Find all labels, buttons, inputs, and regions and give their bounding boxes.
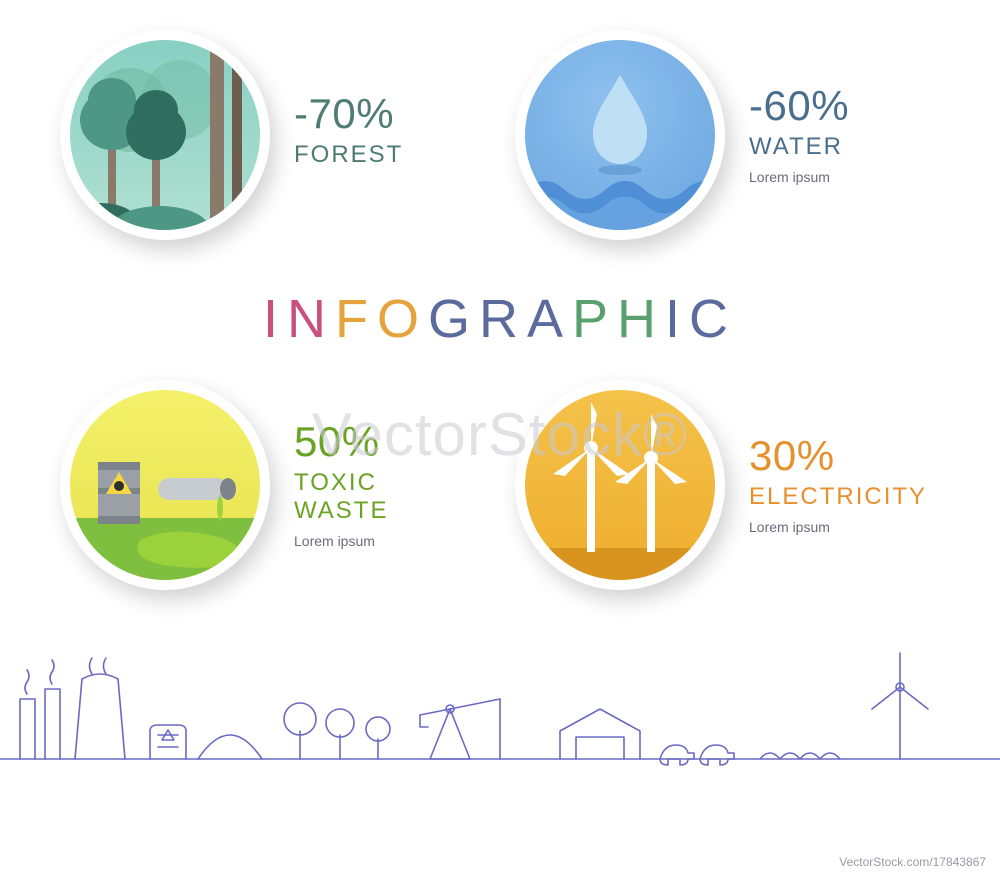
water-icon-wrap <box>515 30 725 240</box>
water-desc: Lorem ipsum <box>749 169 849 185</box>
electricity-percent: 30% <box>749 435 927 477</box>
toxic-label: TOXIC WASTE <box>294 469 388 524</box>
forest-percent: -70% <box>294 93 403 135</box>
electricity-text: 30% ELECTRICITY Lorem ipsum <box>749 435 927 535</box>
electricity-icon-wrap <box>515 380 725 590</box>
stat-toxic: 50% TOXIC WASTE Lorem ipsum <box>60 380 485 590</box>
toxic-text: 50% TOXIC WASTE Lorem ipsum <box>294 421 388 548</box>
toxic-percent: 50% <box>294 421 388 463</box>
infographic-title: INFOGRAPHIC <box>0 288 1000 350</box>
forest-icon-wrap <box>60 30 270 240</box>
water-text: -60% WATER Lorem ipsum <box>749 85 849 185</box>
toxic-icon <box>70 390 260 580</box>
electricity-icon <box>525 390 715 580</box>
toxic-desc: Lorem ipsum <box>294 533 388 549</box>
water-label: WATER <box>749 133 849 161</box>
water-percent: -60% <box>749 85 849 127</box>
electricity-label: ELECTRICITY <box>749 483 927 511</box>
electricity-desc: Lorem ipsum <box>749 519 927 535</box>
stat-water: -60% WATER Lorem ipsum <box>515 30 940 240</box>
stat-electricity: 30% ELECTRICITY Lorem ipsum <box>515 380 940 590</box>
forest-text: -70% FOREST <box>294 93 403 177</box>
water-icon <box>525 40 715 230</box>
forest-label: FOREST <box>294 141 403 169</box>
stat-forest: -70% FOREST <box>60 30 485 240</box>
toxic-icon-wrap <box>60 380 270 590</box>
skyline-outline <box>0 639 1000 779</box>
image-id-label: VectorStock.com/17843867 <box>839 855 986 869</box>
forest-icon <box>70 40 260 230</box>
